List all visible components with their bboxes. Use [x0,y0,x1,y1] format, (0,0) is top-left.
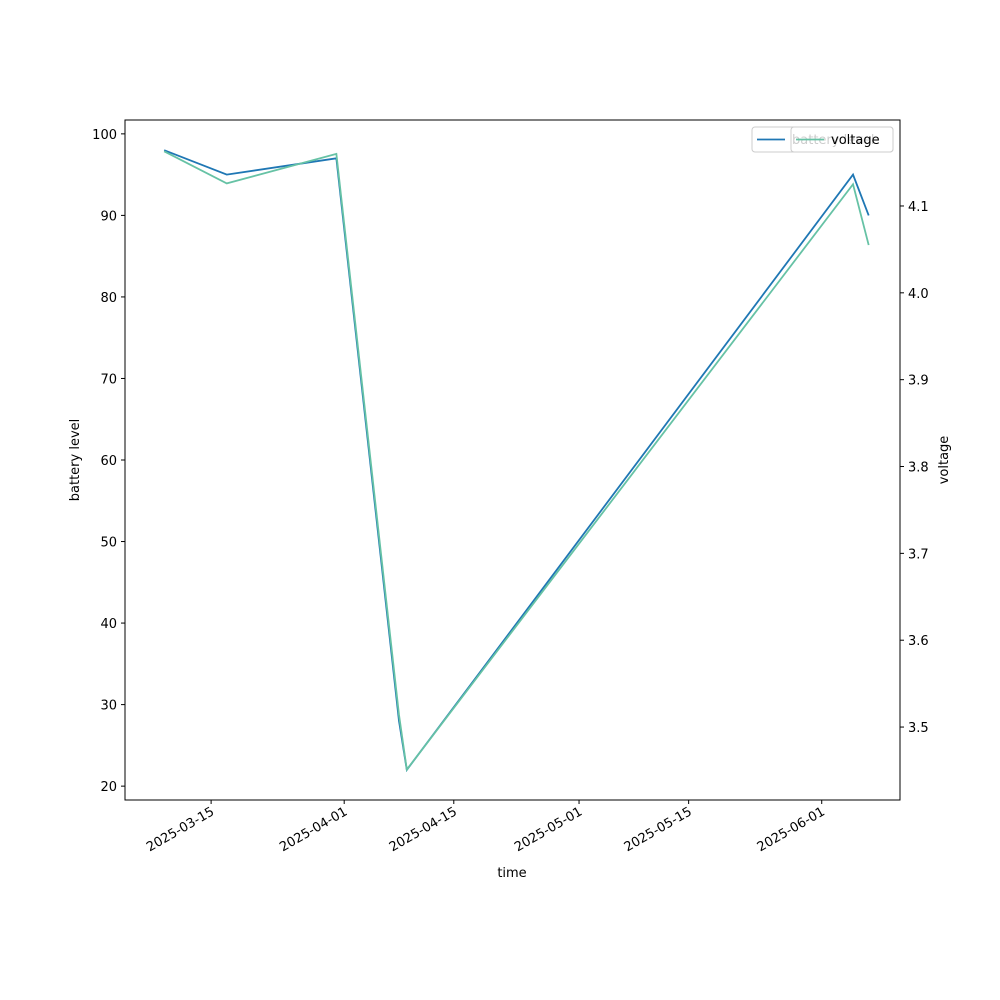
y-tick-label: 50 [100,536,117,551]
y2-tick-label: 4.1 [908,200,929,215]
y2-tick-label: 3.7 [908,547,929,562]
y2-tick-label: 3.8 [908,461,929,476]
y-tick-label: 90 [100,209,117,224]
y-tick-label: 30 [100,699,117,714]
y2-tick-label: 3.5 [908,721,929,736]
y-tick-label: 70 [100,372,117,387]
y2-tick-label: 3.6 [908,634,929,649]
y-tick-label: 60 [100,454,117,469]
y2-tick-label: 3.9 [908,374,929,389]
y-tick-label: 100 [92,128,117,143]
y-tick-label: 80 [100,291,117,306]
legend: voltage [790,126,894,153]
y-tick-label: 40 [100,617,117,632]
line-series [163,150,870,772]
y2-tick-label: 4.0 [908,287,929,302]
y-tick-label: 20 [100,780,117,795]
legend-label: voltage [831,133,880,148]
y-axis-label: battery level [68,419,83,502]
plot-frame [124,119,901,801]
legend-box [790,126,894,153]
x-axis-label: time [497,866,526,881]
y2-axis-label: voltage [937,436,952,485]
